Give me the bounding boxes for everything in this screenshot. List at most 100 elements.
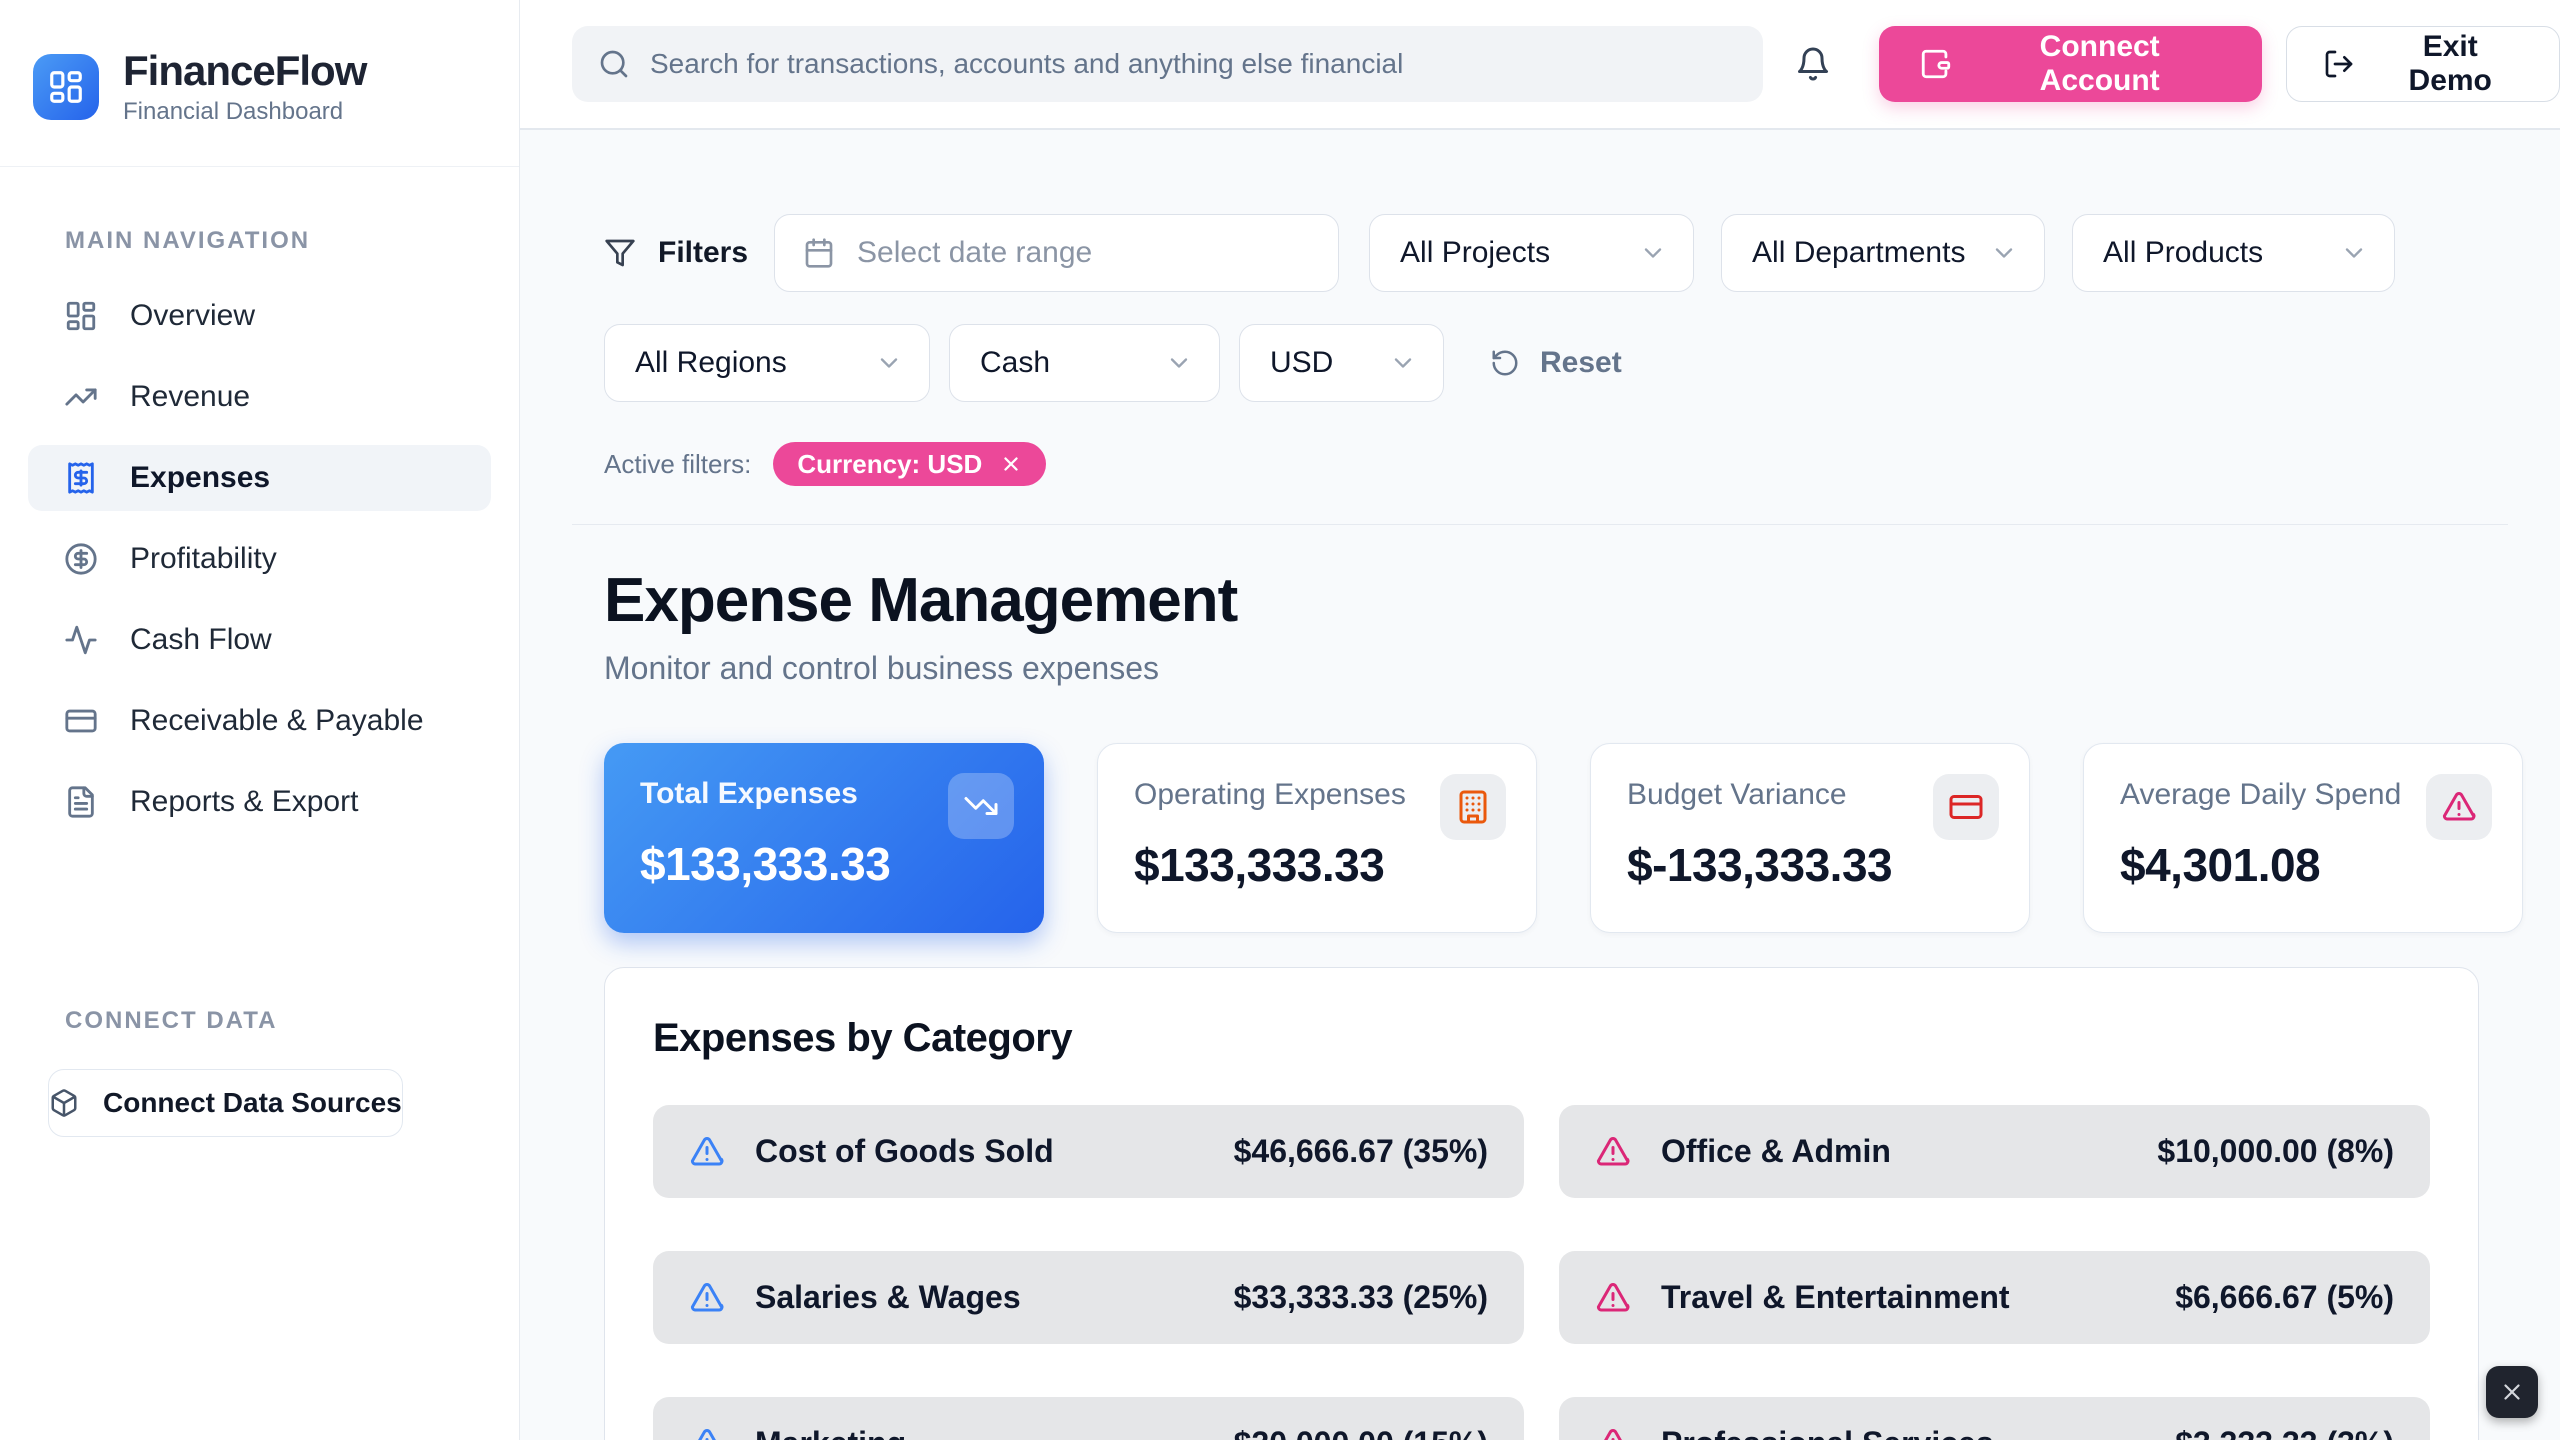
notifications-button[interactable]: [1789, 40, 1837, 88]
reset-filters-button[interactable]: Reset: [1490, 346, 1622, 380]
layout-dashboard-icon: [64, 299, 98, 333]
date-range-input[interactable]: Select date range: [774, 214, 1340, 292]
chevron-down-icon: [1394, 358, 1412, 368]
expenses-by-category-panel: Expenses by Category Cost of Goods Sold …: [604, 967, 2479, 1440]
stat-value: $4,301.08: [2120, 839, 2321, 891]
search-input[interactable]: [650, 26, 1764, 102]
payment-method-dropdown[interactable]: Cash: [949, 324, 1220, 402]
category-value: $10,000.00 (8%): [2157, 1133, 2394, 1169]
category-value: $3,333.33 (3%): [2175, 1425, 2394, 1440]
stat-value: $133,333.33: [640, 838, 891, 890]
activity-icon: [64, 623, 98, 657]
trending-up-icon: [64, 380, 98, 414]
products-dropdown-value: All Products: [2103, 236, 2264, 269]
category-row-office-admin: Office & Admin $10,000.00 (8%): [1559, 1105, 2430, 1198]
category-value: $6,666.67 (5%): [2175, 1279, 2394, 1315]
sidebar-item-label: Overview: [130, 299, 256, 333]
sidebar-item-cash-flow[interactable]: Cash Flow: [28, 607, 491, 673]
x-icon[interactable]: [1000, 453, 1022, 475]
connect-data-sources-label: Connect Data Sources: [103, 1087, 402, 1119]
currency-filter-chip-label: Currency: USD: [797, 448, 983, 479]
sidebar-item-label: Cash Flow: [130, 623, 272, 657]
page-title: Expense Management: [604, 566, 1238, 635]
currency-dropdown[interactable]: USD: [1239, 324, 1444, 402]
brand-logo-icon: [33, 54, 99, 121]
payment-method-dropdown-value: Cash: [980, 346, 1051, 379]
category-name: Office & Admin: [1661, 1133, 1891, 1169]
building-icon: [1440, 774, 1506, 840]
receipt-icon: [64, 461, 98, 495]
sidebar-item-expenses[interactable]: Expenses: [28, 445, 491, 512]
stat-label: Average Daily Spend: [2120, 778, 2402, 811]
expenses-by-category-title: Expenses by Category: [653, 1016, 1073, 1060]
category-row-marketing: Marketing $20,000.00 (15%): [653, 1397, 1524, 1440]
stat-card-operating-expenses: Operating Expenses $133,333.33: [1097, 743, 1537, 933]
sidebar-item-label: Profitability: [130, 542, 277, 576]
category-name: Travel & Entertainment: [1661, 1279, 2010, 1315]
funnel-icon: [605, 239, 635, 267]
x-icon: [2504, 1384, 2520, 1400]
products-dropdown[interactable]: All Products: [2072, 214, 2396, 292]
sidebar-item-label: Receivable & Payable: [130, 704, 424, 738]
sidebar-item-receivable-payable[interactable]: Receivable & Payable: [28, 688, 491, 754]
sidebar-item-reports-export[interactable]: Reports & Export: [28, 769, 491, 835]
section-divider: [572, 524, 2508, 525]
circle-dollar-icon: [64, 542, 98, 576]
alert-triangle-icon: [2426, 774, 2492, 840]
alert-triangle-icon: [690, 1136, 724, 1165]
category-name: Salaries & Wages: [755, 1279, 1021, 1315]
sidebar-item-revenue[interactable]: Revenue: [28, 364, 491, 430]
active-filters-label: Active filters:: [604, 448, 752, 479]
category-row-salaries-wages: Salaries & Wages $33,333.33 (25%): [653, 1251, 1524, 1344]
sidebar-item-profitability[interactable]: Profitability: [28, 526, 491, 592]
main-content: Filters Select date range All Projects A…: [520, 130, 2560, 1440]
category-name: Cost of Goods Sold: [755, 1133, 1054, 1169]
date-range-placeholder: Select date range: [857, 236, 1093, 269]
regions-dropdown[interactable]: All Regions: [604, 324, 930, 402]
brand: FinanceFlow Financial Dashboard: [0, 0, 519, 168]
sidebar-item-label: Revenue: [130, 380, 251, 414]
active-filters-row: Active filters: Currency: USD: [604, 442, 2560, 486]
calendar-icon: [805, 238, 833, 268]
logout-icon: [2323, 48, 2355, 80]
sidebar-item-overview[interactable]: Overview: [28, 283, 491, 349]
search-icon: [600, 50, 628, 78]
connect-data-sources-button[interactable]: Connect Data Sources: [48, 1069, 403, 1138]
connect-account-label: Connect Account: [2039, 30, 2160, 97]
stat-card-average-daily-spend: Average Daily Spend $4,301.08: [2083, 743, 2523, 933]
alert-triangle-icon: [1596, 1282, 1630, 1311]
chevron-down-icon: [880, 358, 898, 368]
file-text-icon: [64, 785, 98, 819]
exit-demo-button[interactable]: Exit Demo: [2286, 26, 2560, 102]
bell-icon: [1798, 47, 1829, 81]
close-overlay-button[interactable]: [2486, 1366, 2538, 1418]
connect-account-button[interactable]: Connect Account: [1878, 26, 2263, 102]
category-list: Cost of Goods Sold $46,666.67 (35%) Offi…: [653, 1105, 2430, 1440]
package-icon: [49, 1088, 79, 1118]
alert-triangle-icon: [690, 1282, 724, 1311]
filters-row-2: All Regions Cash USD Reset: [604, 324, 2560, 402]
sidebar: FinanceFlow Financial Dashboard MAIN NAV…: [0, 0, 520, 1440]
currency-filter-chip[interactable]: Currency: USD: [773, 442, 1047, 486]
filters-row-1: Filters Select date range All Projects A…: [604, 214, 2560, 292]
chevron-down-icon: [2345, 248, 2363, 258]
page-subtitle: Monitor and control business expenses: [604, 650, 1159, 686]
alert-triangle-icon: [1603, 1428, 1623, 1440]
exit-demo-label: Exit Demo: [2408, 30, 2492, 97]
currency-dropdown-value: USD: [1270, 346, 1334, 379]
departments-dropdown-value: All Departments: [1752, 236, 1966, 269]
category-row-travel-entertainment: Travel & Entertainment $6,666.67 (5%): [1559, 1251, 2430, 1344]
category-value: $33,333.33 (25%): [1233, 1279, 1488, 1315]
nav-section-label: MAIN NAVIGATION: [65, 227, 311, 255]
category-name: Professional Services: [1661, 1425, 1994, 1440]
departments-dropdown[interactable]: All Departments: [1721, 214, 2046, 292]
wallet-icon: [1919, 47, 1953, 81]
regions-dropdown-value: All Regions: [635, 346, 787, 379]
category-value: $20,000.00 (15%): [1234, 1425, 1488, 1440]
sidebar-item-label: Reports & Export: [130, 785, 359, 819]
rotate-ccw-icon: [1492, 350, 1518, 376]
stat-cards: Total Expenses $133,333.33 Operating Exp…: [604, 743, 2560, 933]
projects-dropdown[interactable]: All Projects: [1369, 214, 1695, 292]
brand-name: FinanceFlow: [123, 47, 367, 94]
